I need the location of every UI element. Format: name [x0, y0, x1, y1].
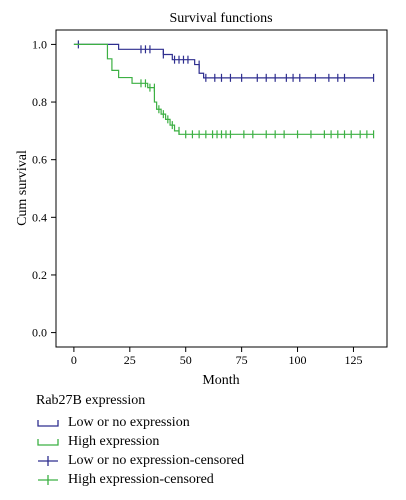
axis-ticks: 0 25 50 75 100 125 0.0 0.2 0.4 0.6 0.8 1.0 [32, 37, 362, 367]
legend-entry: Low or no expression-censored [36, 451, 244, 470]
y-tick-label: 0.4 [32, 210, 47, 224]
legend-entry: High expression [36, 432, 244, 451]
legend-label: Low or no expression [68, 414, 190, 430]
legend-line-swatch [37, 419, 59, 427]
y-tick-label: 0.0 [32, 326, 47, 340]
x-tick-label: 125 [344, 353, 362, 367]
legend-label: High expression-censored [68, 471, 214, 487]
plot-frame [55, 29, 388, 348]
legend-entry: High expression-censored [36, 470, 244, 489]
y-tick-label: 0.8 [32, 95, 47, 109]
legend-cross-swatch [38, 455, 58, 466]
x-tick-label: 100 [289, 353, 307, 367]
y-tick-label: 1.0 [32, 37, 47, 51]
legend-line-swatch [37, 438, 59, 446]
series-line-1 [73, 43, 374, 135]
series-layer [73, 40, 375, 139]
legend-label: High expression [68, 433, 160, 449]
y-axis-label: Cum survival [15, 150, 30, 226]
x-axis-label: Month [202, 373, 239, 388]
x-tick-label: 75 [236, 353, 248, 367]
x-tick-label: 25 [124, 353, 136, 367]
legend-title: Rab27B expression [36, 393, 146, 408]
legend-entry: Low or no expression [36, 413, 244, 432]
x-tick-label: 50 [180, 353, 192, 367]
y-tick-label: 0.6 [32, 153, 47, 167]
x-tick-label: 0 [71, 353, 77, 367]
chart-title: Survival functions [169, 11, 272, 26]
y-tick-label: 0.2 [32, 268, 47, 282]
legend: Rab27B expression Low or no expression Hi… [36, 393, 244, 489]
legend-label: Low or no expression-censored [68, 452, 245, 468]
legend-cross-swatch [38, 474, 58, 485]
